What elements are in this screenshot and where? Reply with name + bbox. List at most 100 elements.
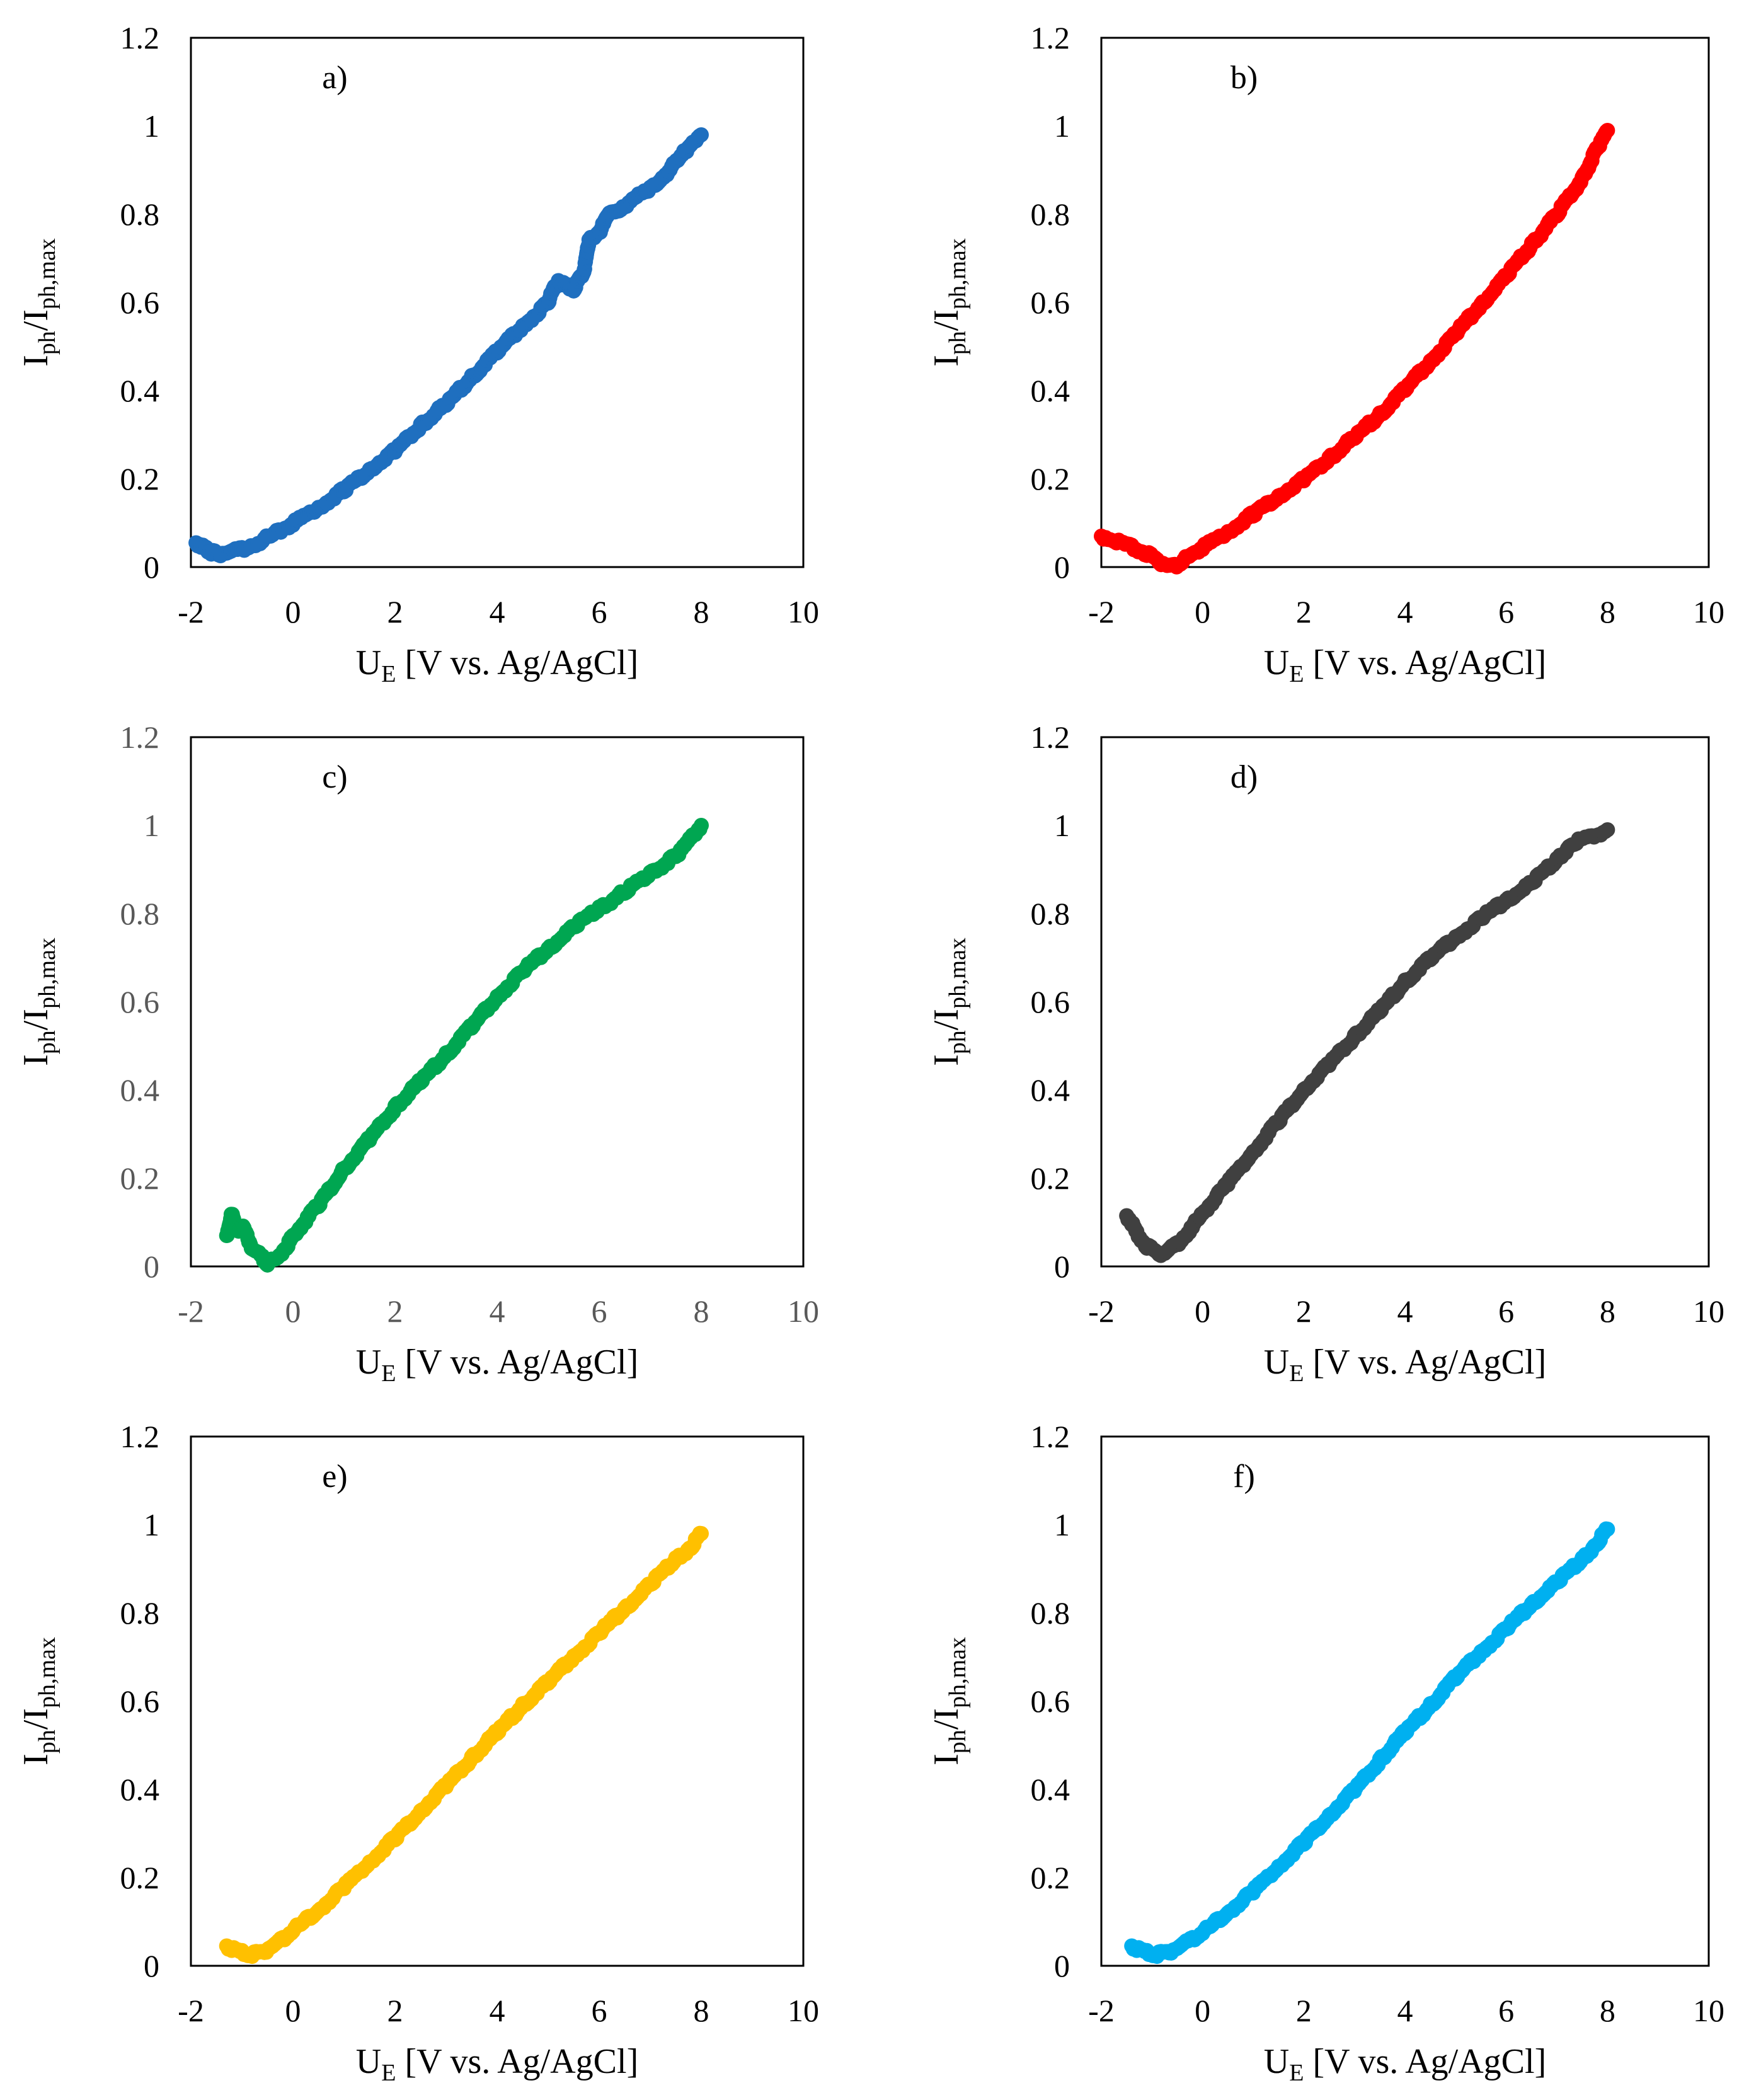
x-tick-label: 0 [285,1993,301,2028]
x-tick-label: 2 [1296,1993,1312,2028]
y-tick-label: 0.8 [1031,896,1070,931]
y-tick-label: 1.2 [120,1419,160,1454]
x-tick-label: 8 [694,1993,709,2028]
x-tick-label: 2 [387,1993,403,2028]
chart-panel-6: -2 0 2 4 6 8 10 0 0.2 0.4 0.6 0.8 1 1.2 UE [V vs. Ag/A… [927,1419,1724,2086]
data-point [694,1526,709,1541]
x-tick-label: -2 [178,1294,204,1329]
y-tick-label: 0 [144,1948,159,1983]
x-tick-label: 6 [1498,594,1514,629]
x-tick-label: 4 [490,1294,505,1329]
y-tick-label: 0.2 [1031,461,1070,496]
plot-frame [1100,736,1710,1268]
y-tick-label: 0.2 [120,1860,160,1895]
y-tick-label: 0.6 [120,1684,160,1719]
y-tick-label: 0.4 [1031,1072,1070,1108]
y-tick-label: 0 [1054,1948,1070,1983]
y-tick-label: 0.4 [1031,373,1070,408]
y-tick-label: 1 [144,808,159,843]
x-tick-label: -2 [178,1993,204,2028]
x-tick-label: 2 [1296,1294,1312,1329]
data-point [1600,1522,1615,1537]
data-point [694,127,709,142]
y-axis-label: Iph/Iph,max [927,938,971,1066]
x-tick-label: 8 [694,594,709,629]
x-tick-label: 0 [1195,594,1210,629]
x-tick-label: 8 [1600,1294,1615,1329]
panel-label: e) [322,1459,347,1495]
x-tick-label: 4 [1397,594,1413,629]
x-axis-label: UE [V vs. Ag/AgCl] [1264,1343,1546,1387]
x-tick-label: 2 [1296,594,1312,629]
panel-label: f) [1233,1459,1255,1495]
y-tick-label: 0.6 [1031,285,1070,320]
y-tick-label: 0.2 [120,461,160,496]
y-axis-label: Iph/Iph,max [16,238,60,367]
y-tick-label: 0.6 [1031,1684,1070,1719]
data-series-d [1119,822,1615,1263]
plot-frame [190,1435,805,1967]
x-axis-label: UE [V vs. Ag/AgCl] [356,1343,638,1387]
y-tick-label: 1 [144,108,159,144]
x-tick-label: 0 [1195,1294,1210,1329]
x-tick-label: 0 [285,1294,301,1329]
y-tick-label: 0.4 [120,373,160,408]
chart-panel-5: -2 0 2 4 6 8 10 0 0.2 0.4 0.6 0.8 1 1.2 UE [V vs. Ag/A… [16,1419,819,2086]
chart-panel-1: -2 0 2 4 6 8 10 0 0.2 0.4 0.6 0.8 1 1.2 UE [V vs. Ag/A… [16,20,819,687]
y-tick-label: 0.2 [1031,1860,1070,1895]
y-tick-label: 0.2 [1031,1161,1070,1196]
x-tick-label: 8 [1600,1993,1615,2028]
plot-frame [1100,1435,1710,1967]
data-series-b [1094,123,1615,575]
data-point [1600,123,1615,138]
x-tick-label: -2 [1088,1993,1115,2028]
x-tick-label: 6 [592,594,607,629]
y-tick-label: 0.2 [120,1161,160,1196]
y-tick-label: 0.4 [120,1072,160,1108]
y-tick-label: 0.8 [1031,1595,1070,1631]
x-tick-label: 4 [1397,1993,1413,2028]
y-tick-label: 0 [144,1249,159,1284]
plot-frame [1100,37,1710,568]
y-tick-label: 0 [144,549,159,585]
x-tick-label: 2 [387,594,403,629]
x-tick-label: 6 [1498,1294,1514,1329]
data-series-e [219,1525,709,1965]
x-tick-label: 10 [1693,594,1724,629]
panel-label: d) [1231,759,1258,795]
y-tick-label: 0.4 [120,1772,160,1807]
x-tick-label: 4 [490,594,505,629]
x-tick-label: 10 [788,594,819,629]
y-tick-label: 1 [1054,108,1070,144]
x-tick-label: 6 [592,1993,607,2028]
x-axis-label: UE [V vs. Ag/AgCl] [1264,643,1546,687]
y-tick-label: 0.8 [120,896,160,931]
data-series-c [219,818,709,1273]
data-point [694,818,709,833]
x-axis-label: UE [V vs. Ag/AgCl] [356,2042,638,2086]
y-tick-label: 0.4 [1031,1772,1070,1807]
y-tick-label: 0.8 [120,197,160,232]
y-tick-label: 0.6 [1031,984,1070,1019]
y-tick-label: 1 [144,1507,159,1542]
y-tick-label: 1.2 [1031,1419,1070,1454]
plot-frame [190,37,805,568]
y-tick-label: 1 [1054,808,1070,843]
y-tick-label: 1.2 [120,720,160,755]
y-tick-label: 1.2 [1031,720,1070,755]
x-tick-label: 8 [1600,594,1615,629]
x-tick-label: 10 [1693,1294,1724,1329]
y-tick-label: 0 [1054,549,1070,585]
y-tick-label: 0.8 [1031,197,1070,232]
x-axis-label: UE [V vs. Ag/AgCl] [356,643,638,687]
y-tick-label: 1.2 [1031,20,1070,55]
y-axis-label: Iph/Iph,max [927,238,971,367]
x-tick-label: 6 [1498,1993,1514,2028]
plot-frame [190,736,805,1268]
data-series-a [188,127,709,564]
x-tick-label: 0 [285,594,301,629]
y-axis-label: Iph/Iph,max [16,1637,60,1765]
x-tick-label: 10 [788,1294,819,1329]
x-tick-label: 6 [592,1294,607,1329]
